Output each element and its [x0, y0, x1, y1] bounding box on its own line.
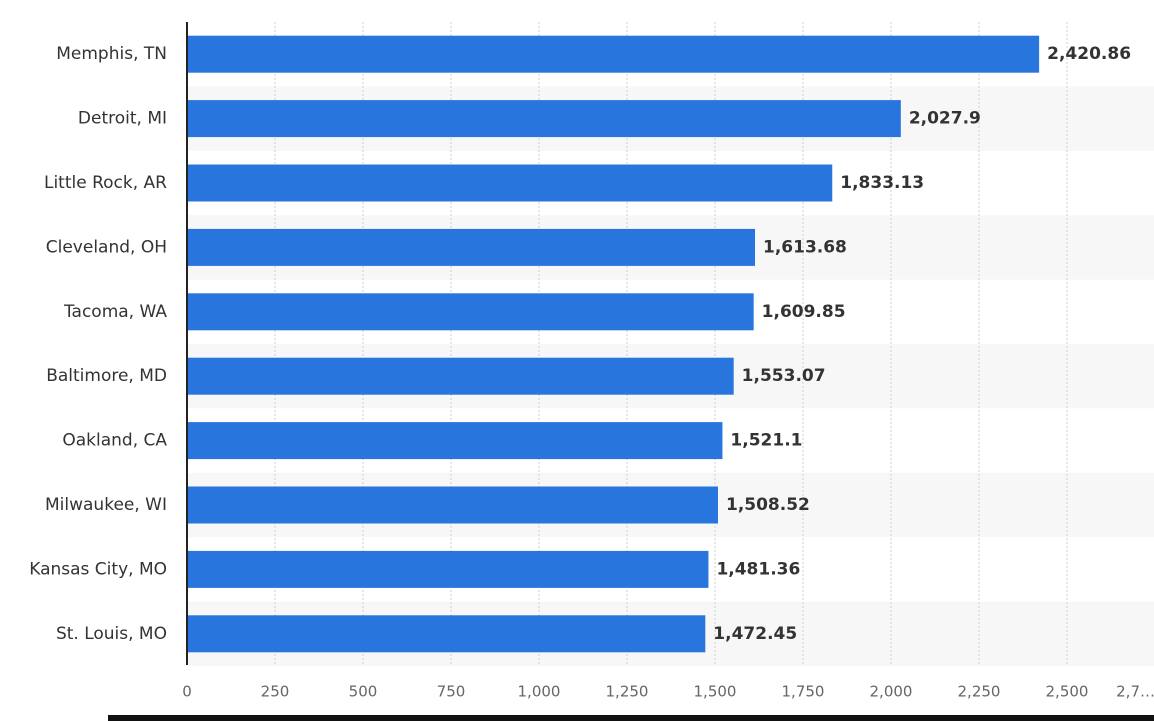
category-label: Tacoma, WA [63, 302, 167, 322]
bar [187, 293, 754, 331]
x-tick-label: 1,750 [782, 683, 825, 701]
x-tick-label: 0 [182, 683, 192, 701]
bar [187, 486, 718, 524]
bar [187, 100, 901, 138]
x-tick-label: 2,500 [1046, 683, 1089, 701]
bar [187, 357, 734, 395]
category-label: Oakland, CA [62, 431, 167, 451]
value-label: 1,521.1 [730, 431, 802, 451]
bar [187, 550, 709, 588]
window-edge [108, 715, 1154, 721]
category-label: Memphis, TN [56, 44, 167, 64]
bar [187, 228, 756, 266]
category-label: Milwaukee, WI [45, 495, 167, 515]
category-label: St. Louis, MO [56, 624, 167, 644]
bar [187, 422, 723, 460]
value-label: 1,508.52 [726, 495, 810, 515]
marks: 2,420.86 2,027.9 1,833.13 1,613.68 1,609.85 1… [187, 35, 1131, 653]
x-tick-label: 500 [349, 683, 378, 701]
x-tick-label: 1,500 [694, 683, 737, 701]
bar [187, 35, 1040, 73]
x-tick-label: 2,250 [958, 683, 1001, 701]
value-label: 2,027.9 [909, 109, 981, 129]
x-tick-label: 2,7… [1116, 683, 1154, 701]
category-label: Baltimore, MD [46, 366, 167, 386]
value-label: 1,472.45 [713, 624, 797, 644]
category-label: Detroit, MI [78, 109, 167, 129]
value-label: 2,420.86 [1047, 44, 1131, 64]
x-tick-label: 2,000 [870, 683, 913, 701]
bar [187, 164, 833, 202]
category-label: Little Rock, AR [44, 173, 167, 193]
value-label: 1,833.13 [840, 173, 924, 193]
category-label: Kansas City, MO [29, 559, 167, 579]
x-tick-label: 250 [261, 683, 290, 701]
x-tick-label: 1,000 [518, 683, 561, 701]
value-label: 1,481.36 [716, 559, 800, 579]
value-label: 1,609.85 [762, 302, 846, 322]
x-tick-label: 1,250 [606, 683, 649, 701]
category-label: Cleveland, OH [46, 237, 167, 257]
value-label: 1,553.07 [742, 366, 826, 386]
value-label: 1,613.68 [763, 237, 847, 257]
x-tick-label: 750 [437, 683, 466, 701]
bar [187, 615, 706, 653]
